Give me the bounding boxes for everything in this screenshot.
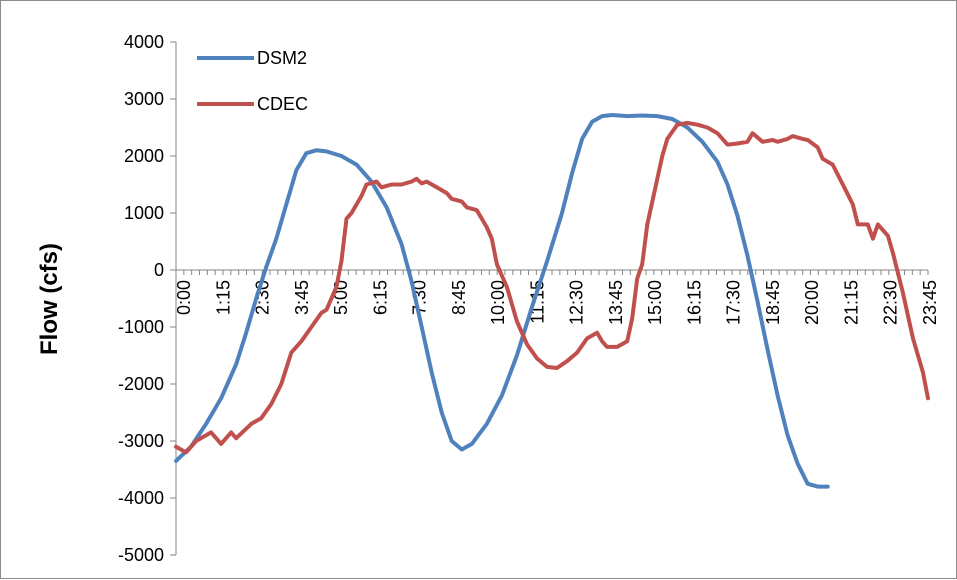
x-tick-label: 1:15 <box>213 280 233 315</box>
series-line-dsm2 <box>174 113 830 489</box>
x-tick-label: 21:15 <box>841 280 861 325</box>
x-tick-label: 6:15 <box>370 280 390 315</box>
y-tick-label: -4000 <box>118 488 164 508</box>
x-tick-label: 0:00 <box>174 280 194 315</box>
x-tick-label: 18:45 <box>763 280 783 325</box>
y-tick-label: 3000 <box>124 89 164 109</box>
x-tick-label: 15:00 <box>645 280 665 325</box>
x-tick-label: 3:45 <box>292 280 312 315</box>
x-tick-label: 12:30 <box>567 280 587 325</box>
x-tick-label: 22:30 <box>881 280 901 325</box>
x-tick-label: 16:15 <box>684 280 704 325</box>
y-tick-label: -5000 <box>118 545 164 565</box>
x-tick-label: 20:00 <box>802 280 822 325</box>
x-tick-label: 5:00 <box>331 280 351 315</box>
x-tick-label: 10:00 <box>488 280 508 325</box>
y-tick-label: 1000 <box>124 203 164 223</box>
x-tick-label: 8:45 <box>449 280 469 315</box>
x-axis: 0:00 1:15 2:30 3:45 5:00 6:15 7:30 8:45 10:00 11:… <box>174 269 940 325</box>
legend-label-cdec: CDEC <box>257 94 308 114</box>
legend: DSM2 CDEC <box>197 48 308 114</box>
series-layer <box>174 113 930 489</box>
y-tick-label: 2000 <box>124 146 164 166</box>
y-tick-label: -2000 <box>118 374 164 394</box>
y-tick-label: 4000 <box>124 32 164 52</box>
x-tick-label: 23:45 <box>920 280 940 325</box>
y-axis: 4000 3000 2000 1000 0 -1000 -2000 -3000 -4000 -50… <box>118 32 177 565</box>
series-line-cdec <box>174 120 930 455</box>
y-tick-label: -1000 <box>118 317 164 337</box>
y-tick-label: 0 <box>154 260 164 280</box>
legend-label-dsm2: DSM2 <box>257 48 307 68</box>
y-tick-label: -3000 <box>118 431 164 451</box>
x-tick-label: 11:15 <box>527 280 547 324</box>
x-tick-label: 13:45 <box>606 280 626 325</box>
y-axis-label: Flow (cfs) <box>36 243 63 355</box>
x-tick-label: 17:30 <box>724 280 744 325</box>
